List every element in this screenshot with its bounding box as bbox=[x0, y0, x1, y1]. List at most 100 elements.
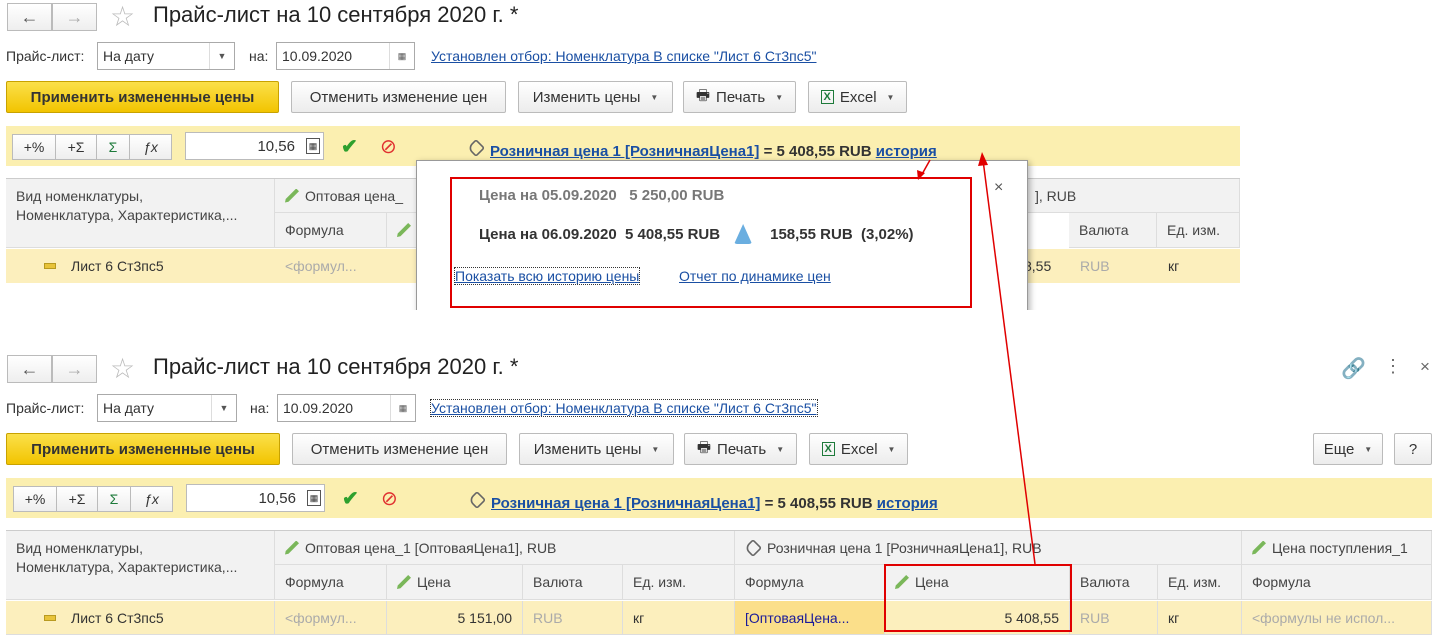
chevron-down-icon[interactable]: ▼ bbox=[209, 43, 234, 69]
excel-icon: X bbox=[821, 442, 835, 456]
cell-currency[interactable]: RUB bbox=[523, 601, 623, 635]
add-sum-button[interactable]: +Σ bbox=[55, 134, 97, 160]
cell-unit[interactable]: кг bbox=[623, 601, 735, 635]
excel-icon: X bbox=[820, 90, 834, 104]
price-dynamics-report-link[interactable]: Отчет по динамике цен bbox=[679, 268, 831, 284]
cancel-changes-button[interactable]: Отменить изменение цен bbox=[292, 433, 507, 465]
chevron-down-icon: ▼ bbox=[651, 444, 660, 454]
price-list-select[interactable]: На дату ▼ bbox=[97, 394, 237, 422]
old-date: Цена на 05.09.2020 bbox=[479, 187, 617, 204]
excel-button[interactable]: X Excel ▼ bbox=[808, 81, 907, 113]
sum-button[interactable]: Σ bbox=[97, 486, 131, 512]
edit-bar: +% +Σ Σ ƒx 10,56 ▦ ✔ ⊘ Розничная цена 1 [… bbox=[6, 126, 1240, 166]
price-type-link[interactable]: Розничная цена 1 [РозничнаяЦена1] bbox=[491, 495, 761, 512]
column-header-currency[interactable]: Валюта bbox=[1069, 213, 1157, 248]
group-label: Цена поступления_1 bbox=[1272, 539, 1408, 556]
formula-button[interactable]: ƒx bbox=[129, 134, 172, 160]
column-header-formula[interactable]: Формула bbox=[735, 565, 885, 600]
column-header-formula[interactable]: Формула bbox=[275, 213, 387, 248]
current-price-line: Розничная цена 1 [РозничнаяЦена1] = 5 40… bbox=[467, 490, 938, 512]
history-link[interactable]: история bbox=[875, 143, 937, 160]
header-label: Цена bbox=[417, 574, 451, 590]
column-group-purchase[interactable]: Цена поступления_1 bbox=[1242, 531, 1432, 565]
cell-name[interactable]: Лист 6 Ст3пс5 bbox=[6, 601, 275, 635]
more-vert-icon[interactable]: ⋮ bbox=[1384, 356, 1402, 376]
close-icon[interactable]: × bbox=[1420, 357, 1430, 376]
calendar-icon[interactable]: ▦ bbox=[389, 43, 414, 69]
close-icon[interactable]: × bbox=[994, 179, 1004, 196]
favorite-star-icon[interactable]: ☆ bbox=[110, 353, 136, 384]
value-input[interactable]: 10,56 ▦ bbox=[186, 484, 325, 512]
change-prices-button[interactable]: Изменить цены ▼ bbox=[519, 433, 674, 465]
filter-link[interactable]: Установлен отбор: Номенклатура В списке … bbox=[431, 48, 817, 64]
apply-prices-button[interactable]: Применить измененные цены bbox=[6, 433, 280, 465]
column-header-currency[interactable]: Валюта bbox=[523, 565, 623, 600]
formula-button[interactable]: ƒx bbox=[130, 486, 173, 512]
chevron-down-icon: ▼ bbox=[886, 92, 895, 102]
column-header-currency[interactable]: Валюта bbox=[1070, 565, 1158, 600]
cell-currency: RUB bbox=[1080, 258, 1110, 274]
checkmark-icon[interactable]: ✔ bbox=[341, 136, 358, 158]
cell-currency[interactable]: RUB bbox=[1070, 601, 1158, 635]
calculator-icon[interactable]: ▦ bbox=[306, 138, 320, 154]
add-percent-button[interactable]: +% bbox=[13, 486, 57, 512]
new-date: Цена на 06.09.2020 bbox=[479, 225, 617, 243]
value-text: 10,56 bbox=[257, 138, 295, 155]
date-input[interactable]: 10.09.2020 ▦ bbox=[277, 394, 416, 422]
help-button[interactable]: ? bbox=[1394, 433, 1432, 465]
annotation-highlight-box bbox=[450, 177, 972, 308]
calculator-icon[interactable]: ▦ bbox=[307, 490, 321, 506]
history-line-old: Цена на 05.09.2020 5 250,00 RUB bbox=[479, 187, 724, 204]
print-button[interactable]: 🖶 Печать ▼ bbox=[684, 433, 797, 465]
back-button[interactable]: ← bbox=[7, 3, 52, 31]
cell-unit[interactable]: кг bbox=[1158, 601, 1242, 635]
price-type-link[interactable]: Розничная цена 1 [РозничнаяЦена1] bbox=[490, 143, 760, 160]
price-list-select[interactable]: На дату ▼ bbox=[97, 42, 235, 70]
link-icon[interactable]: 🔗 bbox=[1341, 358, 1366, 380]
apply-prices-button[interactable]: Применить измененные цены bbox=[6, 81, 279, 113]
column-header-nomenclature[interactable]: Вид номенклатуры, Номенклатура, Характер… bbox=[6, 531, 275, 600]
cell-formula[interactable]: <формул... bbox=[275, 601, 387, 635]
print-button[interactable]: 🖶 Печать ▼ bbox=[683, 81, 796, 113]
column-group-retail[interactable]: Розничная цена 1 [РозничнаяЦена1], RUB bbox=[735, 531, 1242, 565]
value-input[interactable]: 10,56 ▦ bbox=[185, 132, 324, 160]
old-price: 5 250,00 RUB bbox=[629, 187, 725, 204]
cell-price[interactable]: 5 151,00 bbox=[387, 601, 523, 635]
favorite-star-icon[interactable]: ☆ bbox=[110, 1, 136, 32]
change-prices-label: Изменить цены bbox=[532, 88, 641, 106]
add-percent-button[interactable]: +% bbox=[12, 134, 56, 160]
change-prices-button[interactable]: Изменить цены ▼ bbox=[518, 81, 673, 113]
column-header-formula[interactable]: Формула bbox=[275, 565, 387, 600]
column-header-price[interactable]: Цена bbox=[387, 565, 523, 600]
show-full-history-link[interactable]: Показать всю историю цены bbox=[453, 267, 641, 285]
cancel-icon[interactable]: ⊘ bbox=[380, 136, 397, 158]
cell-formula-selected[interactable]: [ОптоваяЦена... bbox=[735, 601, 885, 635]
column-header-price[interactable]: Цена bbox=[885, 565, 1070, 600]
cancel-icon[interactable]: ⊘ bbox=[381, 488, 398, 510]
checkmark-icon[interactable]: ✔ bbox=[342, 488, 359, 510]
add-sum-button[interactable]: +Σ bbox=[56, 486, 98, 512]
back-button[interactable]: ← bbox=[7, 355, 52, 383]
column-group-wholesale[interactable]: Оптовая цена_1 [ОптоваяЦена1], RUB bbox=[275, 531, 735, 565]
forward-button[interactable]: → bbox=[52, 355, 97, 383]
history-link[interactable]: история bbox=[876, 495, 938, 512]
cell-price[interactable]: 5 408,55 bbox=[885, 601, 1070, 635]
forward-button[interactable]: → bbox=[52, 3, 97, 31]
filter-link[interactable]: Установлен отбор: Номенклатура В списке … bbox=[430, 399, 818, 417]
calendar-icon[interactable]: ▦ bbox=[390, 395, 415, 421]
price-list-label: Прайс-лист: bbox=[6, 48, 85, 64]
cell-formula: <формул... bbox=[285, 258, 357, 274]
column-header-formula[interactable]: Формула bbox=[1242, 565, 1432, 600]
cancel-changes-button[interactable]: Отменить изменение цен bbox=[291, 81, 506, 113]
more-button[interactable]: Еще ▼ bbox=[1313, 433, 1383, 465]
chevron-down-icon[interactable]: ▼ bbox=[211, 395, 236, 421]
column-header-nomenclature[interactable]: Вид номенклатуры, Номенклатура, Характер… bbox=[6, 179, 275, 248]
excel-button[interactable]: X Excel ▼ bbox=[809, 433, 908, 465]
column-header-unit[interactable]: Ед. изм. bbox=[1157, 213, 1240, 248]
cell-formula[interactable]: <формулы не испол... bbox=[1242, 601, 1432, 635]
date-input[interactable]: 10.09.2020 ▦ bbox=[276, 42, 415, 70]
column-header-unit[interactable]: Ед. изм. bbox=[623, 565, 735, 600]
sum-button[interactable]: Σ bbox=[96, 134, 130, 160]
column-header-unit[interactable]: Ед. изм. bbox=[1158, 565, 1242, 600]
arrow-head-icon bbox=[978, 152, 988, 166]
